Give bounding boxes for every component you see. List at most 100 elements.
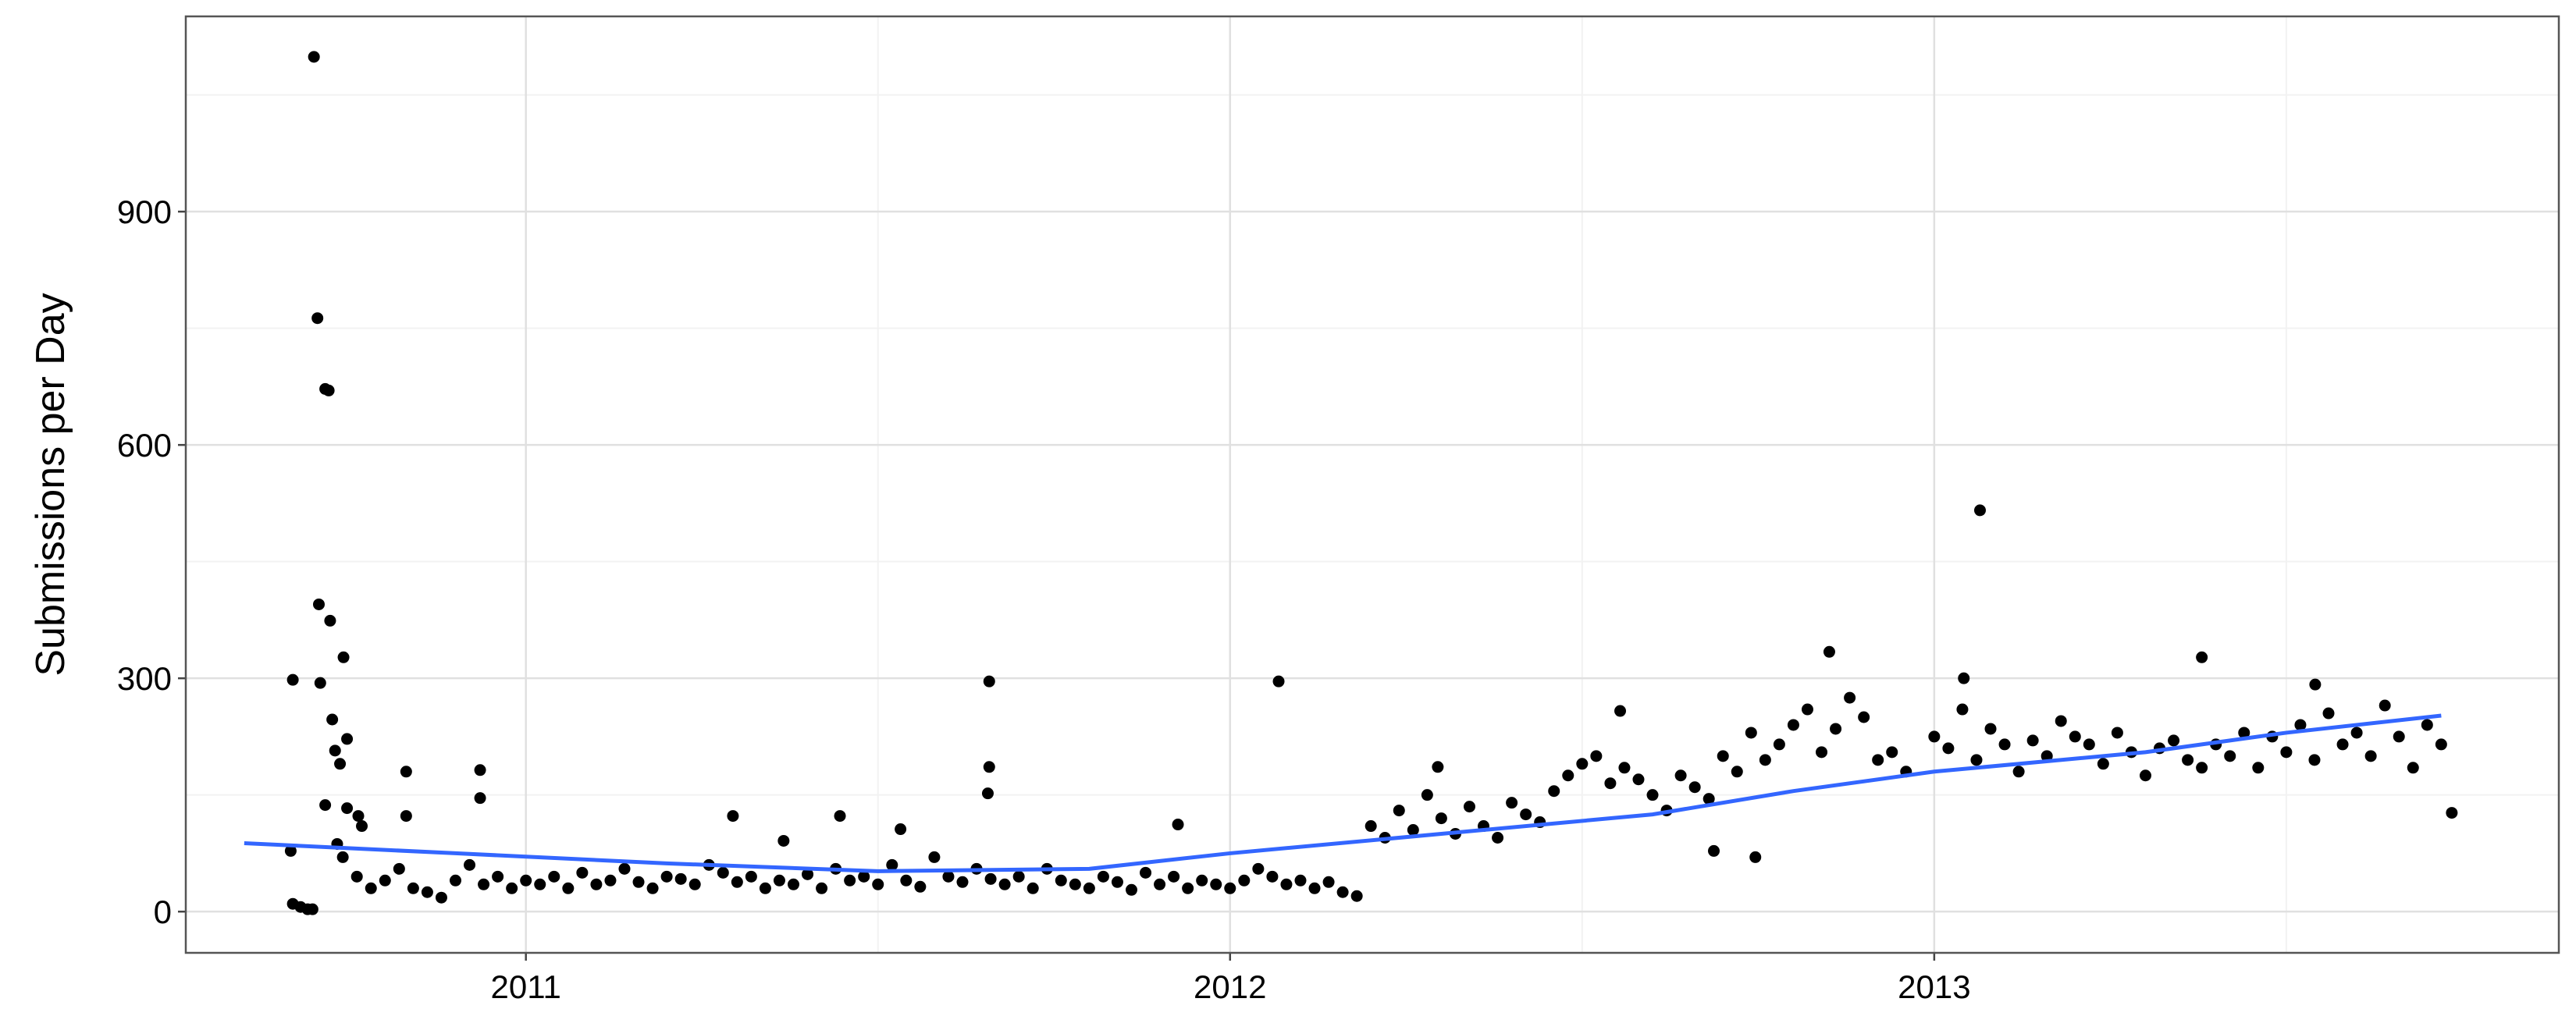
point xyxy=(1322,876,1335,888)
point xyxy=(2435,738,2447,751)
point xyxy=(1942,742,1955,755)
point xyxy=(844,874,856,887)
point xyxy=(1111,876,1123,888)
y-tick-label: 300 xyxy=(117,660,172,697)
point xyxy=(1238,874,1251,887)
point xyxy=(314,677,326,689)
x-tick-label: 2013 xyxy=(1898,968,1970,1005)
point xyxy=(773,874,785,887)
point xyxy=(1520,808,1532,821)
plot-border xyxy=(184,15,2560,954)
point xyxy=(1886,746,1898,759)
point xyxy=(341,802,354,815)
point xyxy=(478,878,490,890)
point xyxy=(1182,882,1194,894)
point xyxy=(311,312,324,325)
point xyxy=(534,878,546,890)
point xyxy=(365,882,377,894)
point xyxy=(2097,758,2109,770)
point xyxy=(548,870,560,883)
point xyxy=(2196,762,2208,774)
point xyxy=(727,810,739,823)
point xyxy=(1830,723,1842,735)
point xyxy=(407,882,419,894)
point xyxy=(1393,805,1405,817)
point xyxy=(1168,870,1180,883)
point xyxy=(1708,844,1720,857)
point xyxy=(2308,754,2321,766)
point xyxy=(1590,750,1603,762)
point xyxy=(1308,882,1321,894)
point xyxy=(2280,746,2293,759)
point xyxy=(1435,812,1447,825)
point xyxy=(2026,734,2039,747)
point xyxy=(1055,874,1067,887)
point xyxy=(1350,890,1363,902)
point xyxy=(759,882,771,894)
point xyxy=(2069,730,2081,743)
point xyxy=(562,882,575,894)
point xyxy=(1749,851,1762,863)
point xyxy=(787,878,799,890)
point xyxy=(2379,699,2391,712)
point xyxy=(1432,761,1444,773)
point xyxy=(326,713,339,726)
point xyxy=(914,880,927,893)
y-tick-label: 600 xyxy=(117,427,172,464)
point xyxy=(717,866,729,879)
point xyxy=(2393,730,2405,743)
point xyxy=(400,810,412,823)
point xyxy=(1956,703,1969,716)
point xyxy=(1463,801,1475,813)
point xyxy=(1858,711,1870,723)
plot-panel xyxy=(186,16,2559,953)
point xyxy=(834,810,846,823)
point xyxy=(1026,882,1039,894)
y-tick-label: 0 xyxy=(154,894,172,930)
point xyxy=(895,823,907,836)
point xyxy=(319,799,332,812)
point xyxy=(1252,862,1265,875)
point xyxy=(334,758,347,770)
point xyxy=(449,874,461,887)
point xyxy=(336,851,349,863)
point xyxy=(1336,886,1349,898)
point xyxy=(2168,734,2180,747)
point xyxy=(2182,754,2194,766)
point xyxy=(983,761,995,773)
point xyxy=(731,876,743,888)
point xyxy=(802,868,814,880)
point xyxy=(872,878,884,890)
point xyxy=(350,870,363,883)
point xyxy=(998,878,1011,890)
point xyxy=(2421,719,2433,731)
point xyxy=(1872,754,1884,766)
point xyxy=(2364,750,2377,762)
point xyxy=(1998,738,2011,751)
point xyxy=(2238,727,2250,739)
point xyxy=(777,834,790,847)
point xyxy=(646,882,659,894)
point xyxy=(352,810,365,823)
point xyxy=(1970,754,1983,766)
point xyxy=(2309,678,2322,691)
point xyxy=(1787,719,1799,731)
point xyxy=(688,878,701,890)
point xyxy=(393,862,405,875)
point xyxy=(1973,504,1986,517)
point xyxy=(474,764,486,776)
y-axis-label: Submissions per Day xyxy=(28,293,73,676)
point xyxy=(576,866,589,879)
point xyxy=(2294,719,2307,731)
point xyxy=(1614,705,1627,717)
point xyxy=(520,874,532,887)
point xyxy=(306,903,318,915)
point xyxy=(1801,703,1813,716)
point xyxy=(379,874,391,887)
y-tick-label: 900 xyxy=(117,194,172,230)
point xyxy=(900,874,913,887)
point xyxy=(2252,762,2265,774)
point xyxy=(1266,870,1279,883)
point xyxy=(604,874,617,887)
